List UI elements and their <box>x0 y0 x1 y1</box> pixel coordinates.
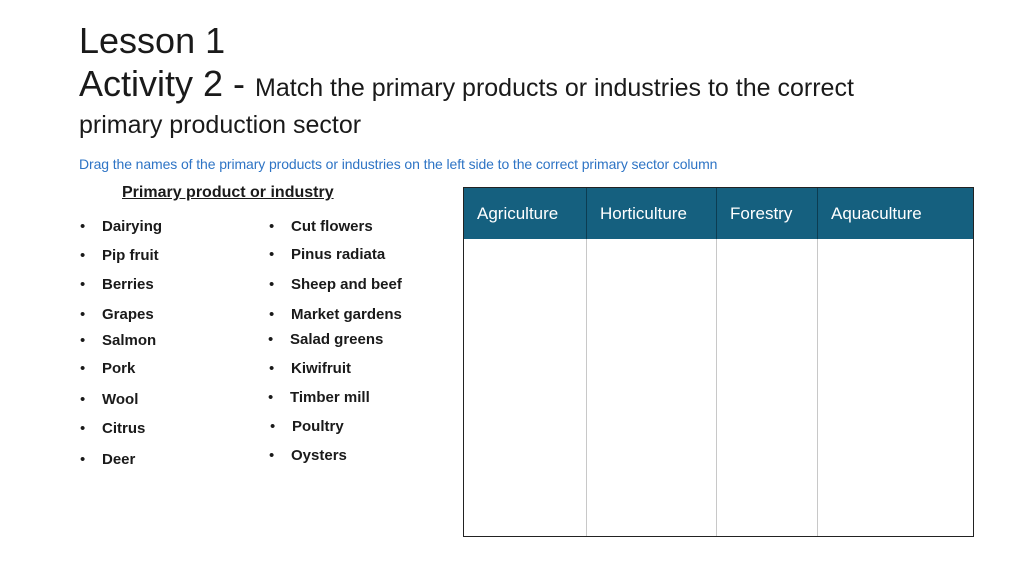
draggable-item[interactable]: • Market gardens <box>269 306 402 323</box>
bullet-icon: • <box>80 451 86 468</box>
draggable-item[interactable]: • Citrus <box>80 420 146 437</box>
lesson-title: Lesson 1 <box>79 20 226 61</box>
item-label: Deer <box>102 451 136 468</box>
item-label: Timber mill <box>290 389 370 406</box>
bullet-icon: • <box>269 447 275 464</box>
bullet-icon: • <box>80 332 86 349</box>
activity-description-line2: primary production sector <box>79 111 362 139</box>
draggable-item[interactable]: • Sheep and beef <box>269 276 402 293</box>
sector-table: Agriculture Horticulture Forestry Aquacu… <box>463 187 974 537</box>
table-header-row: Agriculture Horticulture Forestry Aquacu… <box>464 188 973 239</box>
draggable-item[interactable]: • Salmon <box>80 332 157 349</box>
bullet-icon: • <box>80 306 86 323</box>
item-label: Pork <box>102 360 136 377</box>
column-header-horticulture: Horticulture <box>587 188 717 239</box>
bullet-icon: • <box>80 247 86 264</box>
item-label: Citrus <box>102 420 146 437</box>
list-heading: Primary product or industry <box>122 184 334 201</box>
bullet-icon: • <box>80 391 86 408</box>
item-label: Oysters <box>291 447 347 464</box>
bullet-icon: • <box>268 331 274 348</box>
activity-label: Activity 2 - <box>79 63 256 104</box>
item-label: Pip fruit <box>102 247 159 264</box>
bullet-icon: • <box>268 389 274 406</box>
draggable-item[interactable]: • Timber mill <box>268 389 370 406</box>
item-label: Wool <box>102 391 139 408</box>
bullet-icon: • <box>270 418 276 435</box>
bullet-icon: • <box>269 360 275 377</box>
draggable-item[interactable]: • Pork <box>80 360 136 377</box>
item-label: Cut flowers <box>291 218 373 235</box>
draggable-item[interactable]: • Pip fruit <box>80 247 159 264</box>
draggable-item[interactable]: • Dairying <box>80 218 163 235</box>
drop-zone-forestry[interactable] <box>717 239 818 536</box>
item-label: Berries <box>102 276 154 293</box>
draggable-item[interactable]: • Pinus radiata <box>269 246 386 263</box>
bullet-icon: • <box>80 218 86 235</box>
draggable-item[interactable]: • Salad greens <box>268 331 384 348</box>
drop-zone-aquaculture[interactable] <box>818 239 972 536</box>
item-label: Dairying <box>102 218 163 235</box>
activity-heading: Activity 2 - Match the primary products … <box>79 62 979 142</box>
bullet-icon: • <box>80 420 86 437</box>
column-header-aquaculture: Aquaculture <box>831 204 922 223</box>
item-label: Salad greens <box>290 331 384 348</box>
draggable-item[interactable]: • Deer <box>80 451 136 468</box>
table-body-row <box>464 239 973 536</box>
column-header-forestry: Forestry <box>717 188 818 239</box>
drop-zone-agriculture[interactable] <box>464 239 587 536</box>
instruction-text: Drag the names of the primary products o… <box>79 156 718 172</box>
item-label: Kiwifruit <box>291 360 351 377</box>
draggable-item[interactable]: • Cut flowers <box>269 218 373 235</box>
activity-description: Match the primary products or industries… <box>255 74 854 102</box>
item-label: Market gardens <box>291 306 402 323</box>
item-label: Salmon <box>102 332 157 349</box>
item-label: Pinus radiata <box>291 246 386 263</box>
draggable-item[interactable]: • Grapes <box>80 306 154 323</box>
title-block: Lesson 1 Activity 2 - Match the primary … <box>79 20 979 142</box>
bullet-icon: • <box>80 276 86 293</box>
bullet-icon: • <box>269 276 275 293</box>
draggable-item[interactable]: • Poultry <box>270 418 344 435</box>
item-label: Poultry <box>292 418 344 435</box>
item-label: Sheep and beef <box>291 276 402 293</box>
draggable-item[interactable]: • Oysters <box>269 447 347 464</box>
draggable-item[interactable]: • Wool <box>80 391 139 408</box>
item-label: Grapes <box>102 306 154 323</box>
bullet-icon: • <box>269 218 275 235</box>
draggable-item[interactable]: • Kiwifruit <box>269 360 351 377</box>
bullet-icon: • <box>80 360 86 377</box>
bullet-icon: • <box>269 246 275 263</box>
bullet-icon: • <box>269 306 275 323</box>
draggable-item[interactable]: • Berries <box>80 276 154 293</box>
drop-zone-horticulture[interactable] <box>587 239 717 536</box>
column-header-agriculture: Agriculture <box>464 188 587 239</box>
